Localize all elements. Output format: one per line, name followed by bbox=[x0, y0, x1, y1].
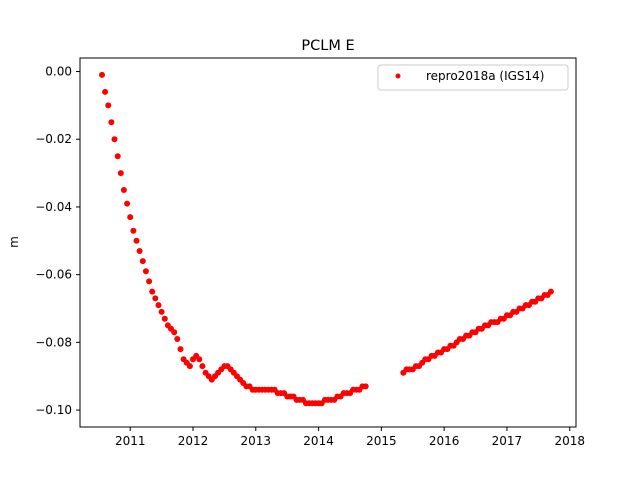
data-point bbox=[142, 268, 149, 275]
y-tick-label: −0.04 bbox=[35, 200, 72, 214]
chart-title: PCLM E bbox=[301, 38, 354, 54]
x-tick-label: 2017 bbox=[492, 434, 523, 448]
x-tick-label: 2015 bbox=[366, 434, 397, 448]
x-tick-label: 2014 bbox=[303, 434, 334, 448]
data-point bbox=[199, 363, 206, 370]
data-point bbox=[171, 329, 178, 336]
y-tick-label: −0.02 bbox=[35, 132, 72, 146]
data-point bbox=[177, 346, 184, 353]
data-point bbox=[130, 227, 137, 234]
data-point bbox=[362, 383, 369, 390]
x-tick-label: 2018 bbox=[554, 434, 585, 448]
data-point bbox=[152, 295, 159, 302]
x-tick-label: 2012 bbox=[178, 434, 209, 448]
legend-marker bbox=[395, 73, 401, 79]
data-point bbox=[161, 315, 168, 322]
data-point bbox=[117, 170, 124, 177]
legend-box bbox=[377, 64, 569, 91]
x-tick-label: 2013 bbox=[241, 434, 272, 448]
x-tick-label: 2011 bbox=[115, 434, 146, 448]
legend-label: repro2018a (IGS14) bbox=[426, 69, 544, 83]
y-tick-label: −0.08 bbox=[35, 335, 72, 349]
data-point bbox=[136, 248, 143, 254]
data-point bbox=[105, 102, 112, 109]
data-point bbox=[102, 88, 109, 95]
data-point bbox=[99, 71, 105, 78]
legend: repro2018a (IGS14) bbox=[377, 64, 569, 91]
data-point bbox=[124, 200, 131, 207]
y-tick-label: 0.00 bbox=[45, 65, 72, 79]
plot-marks bbox=[99, 71, 554, 407]
data-point bbox=[174, 336, 181, 342]
x-tick-label: 2016 bbox=[429, 434, 460, 448]
y-axis-label: m bbox=[7, 236, 21, 248]
data-point bbox=[149, 288, 156, 295]
data-point bbox=[108, 119, 115, 126]
data-point bbox=[133, 237, 140, 244]
data-point bbox=[155, 302, 162, 309]
data-point bbox=[547, 288, 554, 295]
plot-area-frame bbox=[79, 57, 577, 428]
y-tick-label: −0.10 bbox=[35, 403, 72, 417]
data-point bbox=[111, 136, 118, 143]
data-point bbox=[196, 356, 203, 363]
data-point bbox=[146, 278, 153, 285]
data-point bbox=[120, 187, 127, 193]
data-point bbox=[139, 258, 146, 265]
x-axis: 2011 2012 2013 2014 2015 2016 2017 2018 bbox=[115, 427, 585, 448]
y-tick-label: −0.06 bbox=[35, 268, 72, 282]
y-axis: 0.00 −0.02 −0.04 −0.06 −0.08 −0.10 bbox=[35, 65, 80, 417]
data-point bbox=[127, 214, 134, 221]
data-point bbox=[158, 308, 165, 315]
data-point bbox=[186, 363, 193, 370]
data-point bbox=[114, 153, 121, 160]
